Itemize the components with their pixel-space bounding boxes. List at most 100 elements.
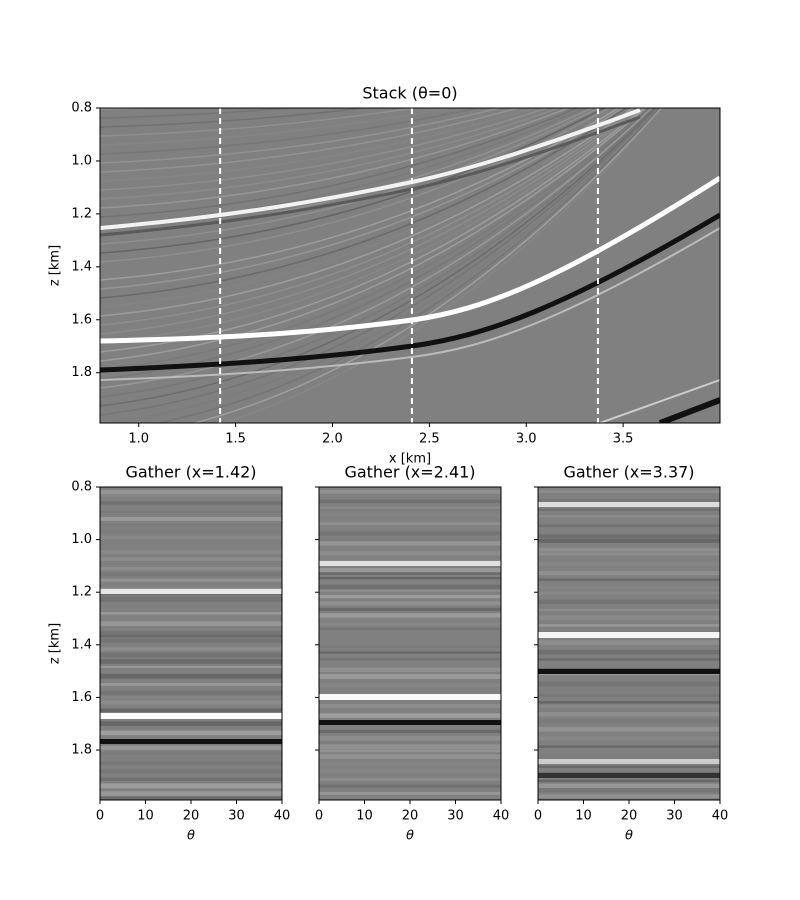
y-tick-label: 1.8 [71,365,92,380]
texture [538,562,720,566]
texture [100,604,282,607]
axes-title: Stack (θ=0) [362,84,457,103]
texture [100,769,282,774]
texture [319,601,501,606]
texture [538,705,720,708]
texture [100,108,657,407]
texture [100,108,503,164]
texture [100,108,631,308]
stack-image [100,108,720,423]
texture [319,490,501,494]
gather-image [538,487,720,800]
texture [319,689,501,693]
texture [538,649,720,655]
texture [319,618,501,623]
texture [100,516,282,521]
x-tick-label: 2.0 [322,432,343,447]
texture [319,576,501,580]
texture [319,704,501,708]
texture [319,522,501,526]
x-tick-label: 10 [356,809,373,824]
x-tick-label: 30 [447,809,464,824]
texture [538,726,720,732]
texture [100,494,282,498]
texture [538,591,720,595]
texture [538,599,720,604]
texture [538,798,720,800]
texture [100,108,370,128]
texture [100,108,561,200]
texture [100,700,282,705]
texture [100,108,653,389]
texture [319,635,501,640]
x-axis-label: θ [187,829,195,844]
texture [538,570,720,576]
texture [101,108,660,423]
texture [319,674,501,679]
texture [100,108,650,371]
texture [191,108,663,423]
x-tick-label: 1.0 [128,432,149,447]
texture [538,794,720,800]
texture [100,638,282,643]
texture [100,108,616,272]
texture [538,753,720,758]
x-tick-label: 40 [274,809,291,824]
x-tick-label: 20 [183,809,200,824]
x-tick-label: 10 [137,809,154,824]
axes-title: Gather (x=2.41) [344,463,475,482]
texture [100,695,282,699]
texture [100,578,282,582]
texture [100,108,628,299]
texture [538,719,720,724]
gather-image [319,487,501,800]
texture [319,550,501,556]
texture [100,108,647,362]
texture [538,578,720,581]
texture [319,531,501,536]
texture [100,541,282,546]
texture [538,515,720,518]
texture [319,713,501,718]
texture [319,754,501,759]
texture [319,622,501,626]
texture [100,535,282,540]
texture [100,108,298,119]
y-tick-label: 1.4 [71,637,92,652]
texture [100,721,282,726]
texture [319,594,501,599]
texture [100,557,282,561]
texture [319,613,501,618]
x-tick-label: 1.5 [225,432,246,447]
texture [538,615,720,620]
texture [100,108,454,146]
texture [319,568,501,573]
y-tick-label: 1.6 [71,690,92,705]
texture [319,744,501,750]
texture [100,108,580,218]
axes-title: Gather (x=3.37) [563,463,694,482]
texture [100,108,643,344]
texture [100,572,282,577]
texture [100,777,282,781]
texture [100,510,282,514]
texture [538,490,720,494]
texture [538,534,720,539]
texture [100,108,634,317]
texture [538,681,720,687]
texture [100,665,282,668]
y-tick-label: 1.4 [71,259,92,274]
texture [319,658,501,661]
texture [100,108,655,398]
texture [100,108,418,137]
texture [319,536,501,541]
texture [100,108,601,245]
x-tick-label: 20 [402,809,419,824]
texture [100,647,282,651]
texture [100,567,282,571]
texture [319,506,501,509]
texture [538,547,720,552]
texture [100,108,550,191]
texture [538,745,720,748]
texture [538,712,720,717]
